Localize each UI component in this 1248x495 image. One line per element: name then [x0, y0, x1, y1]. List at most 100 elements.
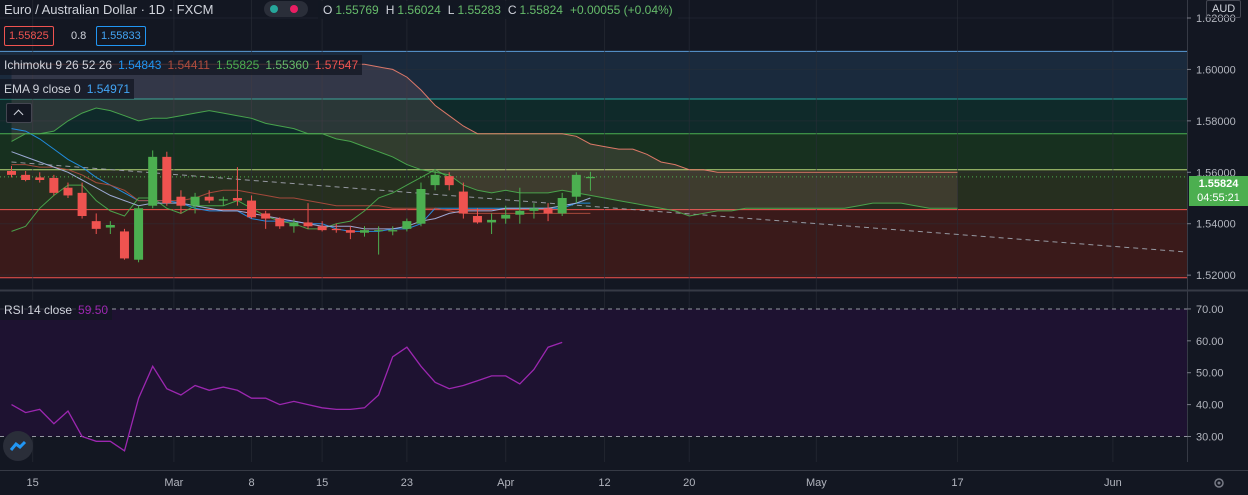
candle-body — [543, 208, 553, 214]
candle-body — [416, 189, 426, 224]
span_a-line — [11, 107, 958, 217]
time-tick-label: 17 — [951, 477, 963, 489]
rsi-tick-label: 60.00 — [1196, 336, 1224, 348]
ichimoku-tenkan-value: 1.54843 — [118, 58, 162, 72]
candle-body — [91, 221, 101, 229]
candle-body — [331, 228, 341, 231]
candle-body — [345, 230, 355, 233]
ichimoku-legend[interactable]: Ichimoku 9 26 52 26 1.54843 1.54411 1.55… — [0, 55, 363, 75]
high-label: H — [385, 3, 395, 17]
candle-body — [119, 231, 129, 259]
time-tick-label: Apr — [497, 477, 514, 489]
kijun-line — [11, 164, 591, 214]
buy-price-button[interactable]: 1.55833 — [96, 26, 146, 46]
candle-body — [430, 174, 440, 186]
ichimoku-cloud — [11, 64, 958, 217]
chart-status-dots — [264, 1, 308, 17]
candle-body — [303, 222, 313, 227]
candle-body — [63, 187, 73, 196]
candle-body — [261, 213, 271, 219]
cloud-logo-icon — [9, 440, 27, 451]
price-tick-label: 1.58000 — [1196, 116, 1236, 128]
settings-gear-button[interactable] — [1212, 476, 1226, 490]
rsi-line — [11, 341, 563, 452]
ema-legend[interactable]: EMA 9 close 0 1.54971 — [0, 79, 135, 99]
time-tick-label: 15 — [316, 477, 328, 489]
level-band — [0, 133, 1187, 170]
candle-body — [134, 208, 144, 260]
rsi-label: RSI 14 close — [4, 303, 73, 317]
currency-badge[interactable]: AUD — [1206, 0, 1242, 18]
candle-body — [232, 198, 242, 201]
candle-body — [529, 208, 539, 211]
ichimoku-span-b-value: 1.57547 — [314, 58, 359, 72]
bar-countdown: 04:55:21 — [1197, 192, 1240, 204]
collapse-legend-button[interactable] — [6, 103, 32, 123]
tradingview-logo[interactable] — [3, 431, 33, 461]
status-dot-green — [270, 5, 278, 13]
price-tick-label: 1.52000 — [1196, 270, 1236, 282]
rsi-tick-label: 50.00 — [1196, 368, 1224, 380]
change-value: +0.00055 (+0.04%) — [569, 3, 673, 17]
candle-body — [204, 196, 214, 201]
candle-body — [21, 174, 31, 180]
rsi-tick-label: 40.00 — [1196, 400, 1224, 412]
ema-value: 1.54971 — [86, 82, 131, 96]
candle-body — [289, 222, 299, 227]
candle-body — [458, 191, 468, 214]
candle-body — [176, 196, 186, 206]
spread-value: 0.8 — [71, 30, 87, 42]
rsi-legend[interactable]: RSI 14 close 59.50 — [0, 300, 113, 320]
trendline — [11, 161, 1188, 253]
candle-body — [105, 225, 115, 228]
open-label: O — [323, 3, 333, 17]
candle-body — [360, 230, 369, 233]
time-tick-label: Jun — [1104, 477, 1122, 489]
price-tick-label: 1.62000 — [1196, 13, 1236, 25]
rsi-pane — [0, 308, 1187, 452]
chevron-up-icon — [13, 109, 24, 120]
time-tick-label: 8 — [248, 477, 254, 489]
candle-body — [444, 176, 454, 186]
current-price-value: 1.55824 — [1198, 178, 1239, 190]
candle-body — [388, 230, 398, 232]
time-tick-label: May — [806, 477, 827, 489]
candle-body — [247, 200, 257, 218]
low-value: 1.55283 — [457, 3, 501, 17]
indicator-lines — [0, 63, 1188, 253]
ichimoku-label: Ichimoku 9 26 52 26 — [4, 58, 113, 72]
time-tick-label: 15 — [27, 477, 39, 489]
candle-body — [162, 156, 172, 204]
candle-body — [374, 230, 384, 232]
candle-body — [218, 199, 228, 201]
candle-body — [501, 214, 511, 219]
close-label: C — [507, 3, 517, 17]
high-value: 1.56024 — [397, 3, 441, 17]
rsi-tick-label: 30.00 — [1196, 431, 1224, 443]
candle-body — [190, 196, 200, 206]
candle-body — [472, 216, 482, 223]
rsi-tick-label: 70.00 — [1196, 304, 1224, 316]
ema-line — [11, 151, 591, 230]
candle-body — [557, 198, 567, 214]
level-band — [0, 209, 1187, 278]
candle-body — [49, 177, 59, 193]
rsi-value: 59.50 — [78, 303, 109, 317]
close-value: 1.55824 — [519, 3, 563, 17]
price-bands — [0, 50, 1187, 279]
ichimoku-kijun-value: 1.54411 — [167, 58, 210, 72]
candle-body — [317, 226, 327, 231]
candle-body — [275, 218, 285, 227]
gear-icon — [1214, 478, 1224, 488]
candle-body — [77, 192, 87, 216]
time-tick-label: Mar — [164, 477, 183, 489]
price-tick-label: 1.54000 — [1196, 219, 1236, 231]
rsi-band — [0, 308, 1187, 437]
symbol-title[interactable]: Euro / Australian Dollar · 1D · FXCM — [4, 2, 214, 17]
time-tick-label: 12 — [598, 477, 610, 489]
time-tick-label: 20 — [683, 477, 695, 489]
sell-price-button[interactable]: 1.55825 — [4, 26, 54, 46]
price-tick-label: 1.60000 — [1196, 64, 1236, 76]
